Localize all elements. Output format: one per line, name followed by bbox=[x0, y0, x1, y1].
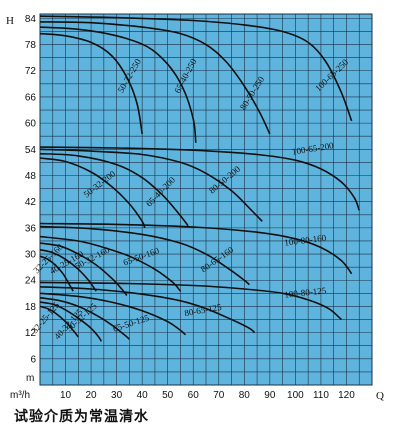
performance-curve-50-32-200 bbox=[39, 157, 146, 229]
y-tick-label: 78 bbox=[25, 40, 37, 51]
performance-curve-80-65-125 bbox=[39, 286, 256, 334]
y-tick-labels: 6 12 18 24 30 36 42 48 54 60 66 72 78 84 bbox=[25, 14, 37, 365]
y-tick-label: 84 bbox=[25, 14, 37, 25]
performance-curve-50-32-250 bbox=[39, 32, 143, 135]
y-tick-label: 72 bbox=[25, 66, 37, 77]
performance-curve-100-80-125 bbox=[39, 281, 342, 321]
performance-curve-40-25-160 bbox=[39, 248, 97, 292]
y-tick-label: 6 bbox=[30, 354, 36, 365]
x-tick-label: 70 bbox=[213, 390, 225, 401]
y-tick-label: 30 bbox=[25, 250, 37, 261]
x-tick-labels: 10 20 30 40 50 60 70 80 90 100 110 120 bbox=[60, 390, 355, 401]
x-axis-title: Q bbox=[376, 390, 384, 402]
x-tick-label: 90 bbox=[264, 390, 276, 401]
x-tick-label: 80 bbox=[239, 390, 251, 401]
performance-curve-80-50-200 bbox=[39, 148, 263, 222]
x-tick-label: 100 bbox=[287, 390, 304, 401]
y-tick-label: 60 bbox=[25, 119, 37, 130]
performance-curve-80-65-160 bbox=[39, 225, 250, 286]
performance-curve-65-40-250 bbox=[39, 26, 197, 143]
x-tick-label: 30 bbox=[111, 390, 123, 401]
y-tick-label: 54 bbox=[25, 145, 37, 156]
performance-curve-100-65-200 bbox=[39, 146, 360, 211]
performance-curve-65-50-160 bbox=[39, 235, 182, 292]
test-medium-note: 试验介质为常温清水 bbox=[14, 409, 149, 425]
x-unit-label: m³/h bbox=[10, 390, 30, 401]
y-tick-label: 12 bbox=[25, 328, 37, 339]
x-tick-label: 60 bbox=[188, 390, 200, 401]
y-tick-label: 18 bbox=[25, 302, 37, 313]
y-tick-label: 42 bbox=[25, 197, 37, 208]
performance-curve-40-32-125 bbox=[39, 301, 103, 342]
performance-curve-80-50-250 bbox=[39, 21, 271, 135]
y-tick-label: 36 bbox=[25, 223, 37, 234]
curves bbox=[39, 15, 360, 342]
x-tick-label: 10 bbox=[60, 390, 72, 401]
performance-curve-50-32-160 bbox=[39, 242, 128, 296]
performance-curve-32-25-125 bbox=[39, 305, 79, 338]
performance-curve-50-32-125 bbox=[39, 296, 130, 340]
x-tick-label: 110 bbox=[313, 390, 329, 401]
curve-label-100-80-125: 100-80-125 bbox=[284, 285, 327, 299]
performance-curve-100-65-250 bbox=[39, 15, 353, 122]
x-tick-label: 40 bbox=[137, 390, 149, 401]
y-axis-title: H bbox=[6, 15, 14, 27]
y-unit-label: m bbox=[26, 373, 34, 384]
performance-curve-65-50-125 bbox=[39, 292, 187, 336]
x-tick-label: 50 bbox=[162, 390, 174, 401]
x-tick-label: 20 bbox=[86, 390, 98, 401]
x-tick-label: 120 bbox=[338, 390, 355, 401]
y-tick-label: 24 bbox=[25, 276, 37, 287]
performance-curve-65-40-200 bbox=[39, 152, 189, 227]
y-tick-label: 66 bbox=[25, 92, 37, 103]
y-tick-label: 48 bbox=[25, 171, 37, 182]
performance-curve-100-80-160 bbox=[39, 222, 353, 275]
